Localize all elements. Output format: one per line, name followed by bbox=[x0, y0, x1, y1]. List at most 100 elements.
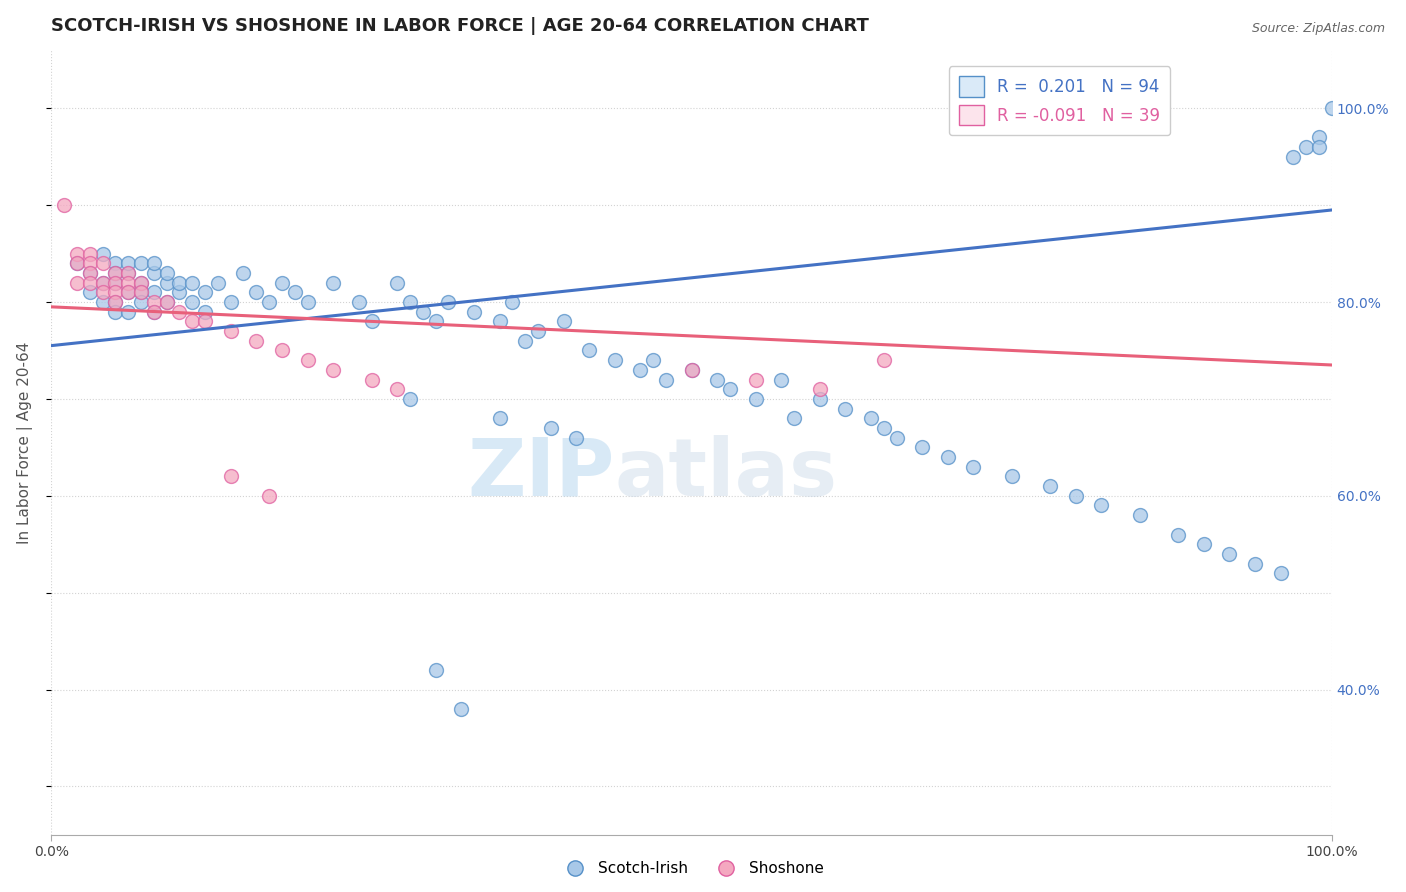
Point bbox=[347, 295, 370, 310]
Point bbox=[91, 276, 114, 290]
Point bbox=[104, 276, 127, 290]
Point bbox=[207, 276, 229, 290]
Legend: Scotch-Irish, Shoshone: Scotch-Irish, Shoshone bbox=[554, 855, 830, 882]
Point bbox=[1295, 140, 1317, 154]
Point bbox=[450, 702, 472, 716]
Point bbox=[322, 276, 344, 290]
Point bbox=[91, 295, 114, 310]
Point bbox=[297, 295, 319, 310]
Point bbox=[437, 295, 460, 310]
Point bbox=[66, 256, 89, 270]
Point bbox=[834, 401, 856, 416]
Point bbox=[117, 304, 139, 318]
Point bbox=[886, 431, 908, 445]
Point bbox=[744, 392, 766, 406]
Point bbox=[129, 295, 152, 310]
Point bbox=[232, 266, 254, 280]
Point bbox=[488, 314, 510, 328]
Point bbox=[156, 266, 179, 280]
Point bbox=[1218, 547, 1240, 561]
Point bbox=[399, 392, 422, 406]
Text: atlas: atlas bbox=[614, 435, 838, 513]
Point bbox=[270, 343, 292, 358]
Point bbox=[245, 334, 267, 348]
Point bbox=[104, 285, 127, 300]
Point bbox=[859, 411, 882, 425]
Point bbox=[270, 276, 292, 290]
Point bbox=[79, 266, 101, 280]
Point bbox=[66, 246, 89, 260]
Point bbox=[412, 304, 434, 318]
Point bbox=[79, 256, 101, 270]
Point bbox=[681, 363, 703, 377]
Point bbox=[962, 459, 984, 474]
Point bbox=[142, 304, 165, 318]
Point bbox=[156, 276, 179, 290]
Point bbox=[142, 295, 165, 310]
Point bbox=[219, 324, 242, 338]
Point bbox=[129, 285, 152, 300]
Point bbox=[79, 276, 101, 290]
Point bbox=[770, 372, 793, 386]
Point bbox=[156, 295, 179, 310]
Point bbox=[425, 663, 447, 677]
Point bbox=[297, 353, 319, 368]
Point bbox=[219, 295, 242, 310]
Point bbox=[169, 276, 191, 290]
Point bbox=[142, 256, 165, 270]
Point bbox=[911, 441, 934, 455]
Point bbox=[194, 285, 217, 300]
Point bbox=[91, 285, 114, 300]
Point bbox=[655, 372, 678, 386]
Point bbox=[515, 334, 537, 348]
Point bbox=[578, 343, 600, 358]
Point bbox=[360, 372, 382, 386]
Point bbox=[245, 285, 267, 300]
Point bbox=[66, 276, 89, 290]
Point bbox=[142, 266, 165, 280]
Y-axis label: In Labor Force | Age 20-64: In Labor Force | Age 20-64 bbox=[17, 342, 32, 544]
Point bbox=[104, 266, 127, 280]
Point bbox=[399, 295, 422, 310]
Point bbox=[744, 372, 766, 386]
Point bbox=[1129, 508, 1152, 523]
Point bbox=[718, 382, 741, 396]
Point bbox=[91, 276, 114, 290]
Point bbox=[565, 431, 588, 445]
Point bbox=[117, 285, 139, 300]
Point bbox=[385, 276, 408, 290]
Point bbox=[284, 285, 307, 300]
Text: ZIP: ZIP bbox=[468, 435, 614, 513]
Point bbox=[488, 411, 510, 425]
Point bbox=[1167, 527, 1189, 541]
Point bbox=[527, 324, 550, 338]
Point bbox=[79, 285, 101, 300]
Point bbox=[1320, 101, 1343, 115]
Point bbox=[129, 285, 152, 300]
Point bbox=[104, 266, 127, 280]
Point bbox=[1192, 537, 1215, 551]
Text: SCOTCH-IRISH VS SHOSHONE IN LABOR FORCE | AGE 20-64 CORRELATION CHART: SCOTCH-IRISH VS SHOSHONE IN LABOR FORCE … bbox=[52, 17, 869, 35]
Point bbox=[117, 266, 139, 280]
Point bbox=[385, 382, 408, 396]
Point bbox=[142, 285, 165, 300]
Point bbox=[181, 295, 204, 310]
Point bbox=[79, 266, 101, 280]
Point bbox=[169, 304, 191, 318]
Point bbox=[1001, 469, 1024, 483]
Point bbox=[257, 295, 280, 310]
Point bbox=[117, 276, 139, 290]
Point bbox=[1308, 140, 1330, 154]
Point bbox=[1090, 499, 1112, 513]
Point bbox=[53, 198, 76, 212]
Point bbox=[1064, 489, 1087, 503]
Point bbox=[873, 421, 896, 435]
Point bbox=[104, 256, 127, 270]
Point bbox=[66, 256, 89, 270]
Point bbox=[117, 285, 139, 300]
Point bbox=[181, 276, 204, 290]
Point bbox=[104, 295, 127, 310]
Point bbox=[181, 314, 204, 328]
Point bbox=[360, 314, 382, 328]
Point bbox=[501, 295, 523, 310]
